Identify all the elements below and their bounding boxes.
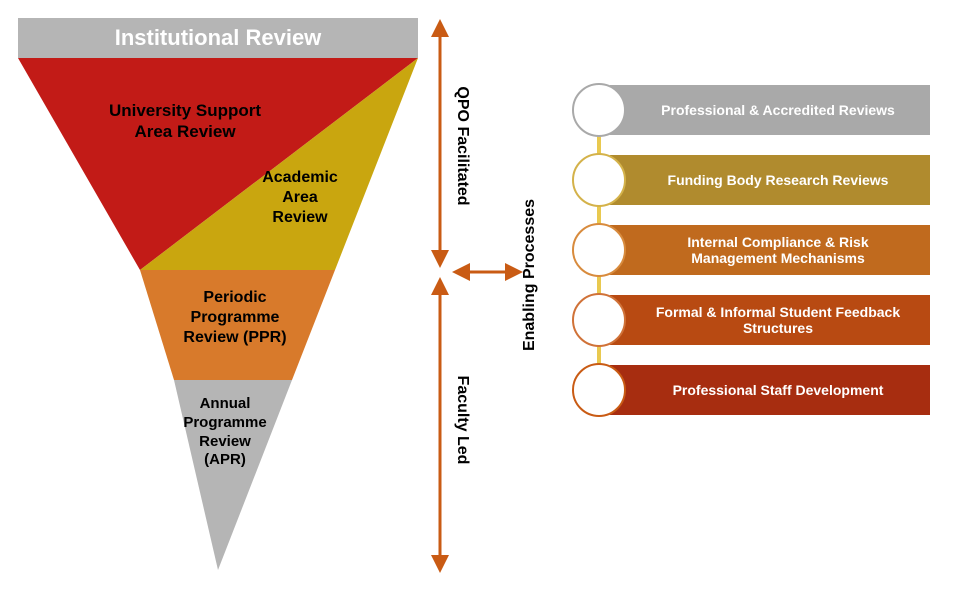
funnel-label-annual-programme: Annual Programme Review (APR) xyxy=(160,395,290,470)
enabling-circle-0 xyxy=(572,83,626,137)
enabling-bar-2: Internal Compliance & Risk Management Me… xyxy=(610,225,930,275)
enabling-bar-1: Funding Body Research Reviews xyxy=(610,155,930,205)
enabling-circle-1 xyxy=(572,153,626,207)
enabling-bar-0: Professional & Accredited Reviews xyxy=(610,85,930,135)
funnel-label-periodic-programme: Periodic Programme Review (PPR) xyxy=(150,288,320,348)
enabling-bar-3: Formal & Informal Student Feedback Struc… xyxy=(610,295,930,345)
institutional-review-header: Institutional Review xyxy=(18,18,418,58)
enabling-circle-3 xyxy=(572,293,626,347)
institutional-review-label: Institutional Review xyxy=(115,25,322,51)
enabling-circle-2 xyxy=(572,223,626,277)
enabling-circle-4 xyxy=(572,363,626,417)
funnel-label-academic-area: Academic Area Review xyxy=(240,168,360,228)
faculty-led-label: Faculty Led xyxy=(453,376,471,465)
diagram-stage: Institutional Review University Support … xyxy=(0,0,960,615)
enabling-bar-4: Professional Staff Development xyxy=(610,365,930,415)
enabling-processes-label: Enabling Processes xyxy=(521,199,539,351)
qpo-facilitated-label: QPO Facilitated xyxy=(453,86,471,205)
funnel-label-university-support: University Support Area Review xyxy=(80,100,290,143)
